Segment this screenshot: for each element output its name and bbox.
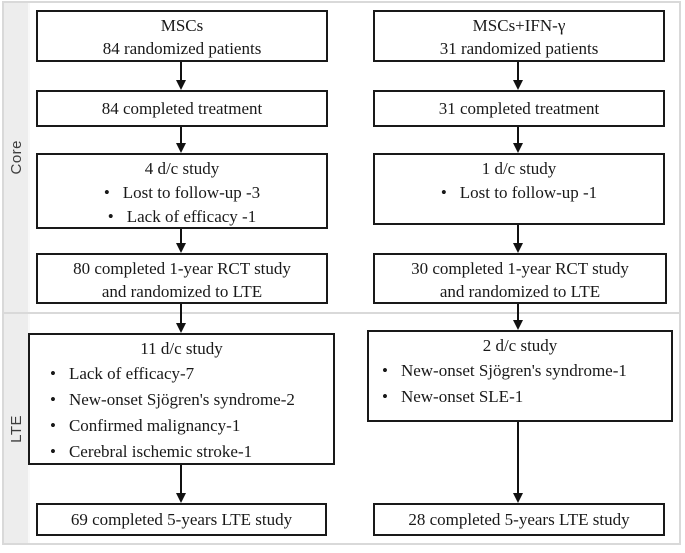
section-band-core: Core (4, 3, 30, 312)
bullet-icon (50, 361, 56, 387)
bullet-icon (441, 181, 447, 205)
list-item: Cerebral ischemic stroke-1 (30, 439, 333, 465)
bullet-icon (104, 181, 110, 205)
box-mscs-core-discontinued: 4 d/c study Lost to follow-up -3 Lack of… (36, 153, 328, 229)
box-ifn-completed-treatment: 31 completed treatment (373, 90, 665, 127)
box-mscs-completed-treatment: 84 completed treatment (36, 90, 328, 127)
core-lte-divider (2, 312, 681, 314)
arrow-down-icon (176, 304, 186, 333)
box-ifn-completed-rct: 30 completed 1-year RCT study and random… (373, 253, 667, 304)
box-title: 11 d/c study (140, 339, 223, 358)
list-item: New-onset Sjögren's syndrome-1 (369, 358, 671, 384)
arrow-down-icon (513, 304, 523, 330)
arrow-down-icon (176, 465, 186, 503)
arrow-down-icon (513, 127, 523, 153)
list-item: New-onset SLE-1 (369, 384, 671, 410)
box-text: and randomized to LTE (101, 282, 263, 301)
box-text: 84 completed treatment (101, 99, 263, 118)
bullet-text: Lost to follow-up -3 (122, 183, 261, 202)
list-item: New-onset Sjögren's syndrome-2 (30, 387, 333, 413)
arrow-down-icon (176, 127, 186, 153)
box-ifn-lte-discontinued: 2 d/c study New-onset Sjögren's syndrome… (367, 330, 673, 422)
bullet-text: New-onset Sjögren's syndrome-1 (400, 361, 627, 380)
box-text: 28 completed 5-years LTE study (408, 510, 630, 529)
section-label-lte: LTE (7, 414, 25, 443)
section-band-lte: LTE (4, 314, 30, 543)
box-mscs-randomized: MSCs 84 randomized patients (36, 10, 328, 62)
box-text: 31 randomized patients (439, 39, 599, 58)
bullet-icon (382, 384, 388, 410)
box-text: MSCs+IFN-γ (472, 16, 566, 35)
bullet-text: Confirmed malignancy-1 (68, 416, 241, 435)
list-item: Lost to follow-up -3 (38, 181, 326, 205)
bullet-icon (50, 413, 56, 439)
box-ifn-completed-lte: 28 completed 5-years LTE study (373, 503, 665, 536)
bullet-icon (382, 358, 388, 384)
bullet-text: New-onset SLE-1 (400, 387, 524, 406)
bullet-icon (108, 205, 114, 229)
box-text: MSCs (160, 16, 204, 35)
bullet-text: Lost to follow-up -1 (459, 183, 598, 202)
box-text: 69 completed 5-years LTE study (70, 510, 293, 529)
arrow-down-icon (176, 229, 186, 253)
box-ifn-randomized: MSCs+IFN-γ 31 randomized patients (373, 10, 665, 62)
list-item: Confirmed malignancy-1 (30, 413, 333, 439)
list-item: Lost to follow-up -1 (375, 181, 663, 205)
arrow-down-icon (513, 62, 523, 90)
bullet-text: Cerebral ischemic stroke-1 (68, 442, 253, 461)
bullet-text: Lack of efficacy-7 (68, 364, 195, 383)
box-ifn-core-discontinued: 1 d/c study Lost to follow-up -1 (373, 153, 665, 225)
list-item: Lack of efficacy-7 (30, 361, 333, 387)
box-mscs-completed-lte: 69 completed 5-years LTE study (36, 503, 327, 536)
bullet-icon (50, 439, 56, 465)
bullet-text: Lack of efficacy -1 (126, 207, 257, 226)
box-text: 31 completed treatment (438, 99, 600, 118)
box-title: 2 d/c study (482, 336, 558, 355)
box-text: 80 completed 1-year RCT study (73, 259, 291, 278)
arrow-down-icon (513, 422, 523, 503)
box-title: 4 d/c study (144, 159, 220, 178)
bullet-icon (50, 387, 56, 413)
box-title: 1 d/c study (481, 159, 557, 178)
arrow-down-icon (513, 225, 523, 253)
box-text: and randomized to LTE (439, 282, 601, 301)
bullet-text: New-onset Sjögren's syndrome-2 (68, 390, 295, 409)
box-text: 84 randomized patients (102, 39, 262, 58)
list-item: Lack of efficacy -1 (38, 205, 326, 229)
box-text: 30 completed 1-year RCT study (411, 259, 629, 278)
box-mscs-lte-discontinued: 11 d/c study Lack of efficacy-7 New-onse… (28, 333, 335, 465)
section-label-core: Core (7, 140, 25, 175)
box-mscs-completed-rct: 80 completed 1-year RCT study and random… (36, 253, 328, 304)
arrow-down-icon (176, 62, 186, 90)
